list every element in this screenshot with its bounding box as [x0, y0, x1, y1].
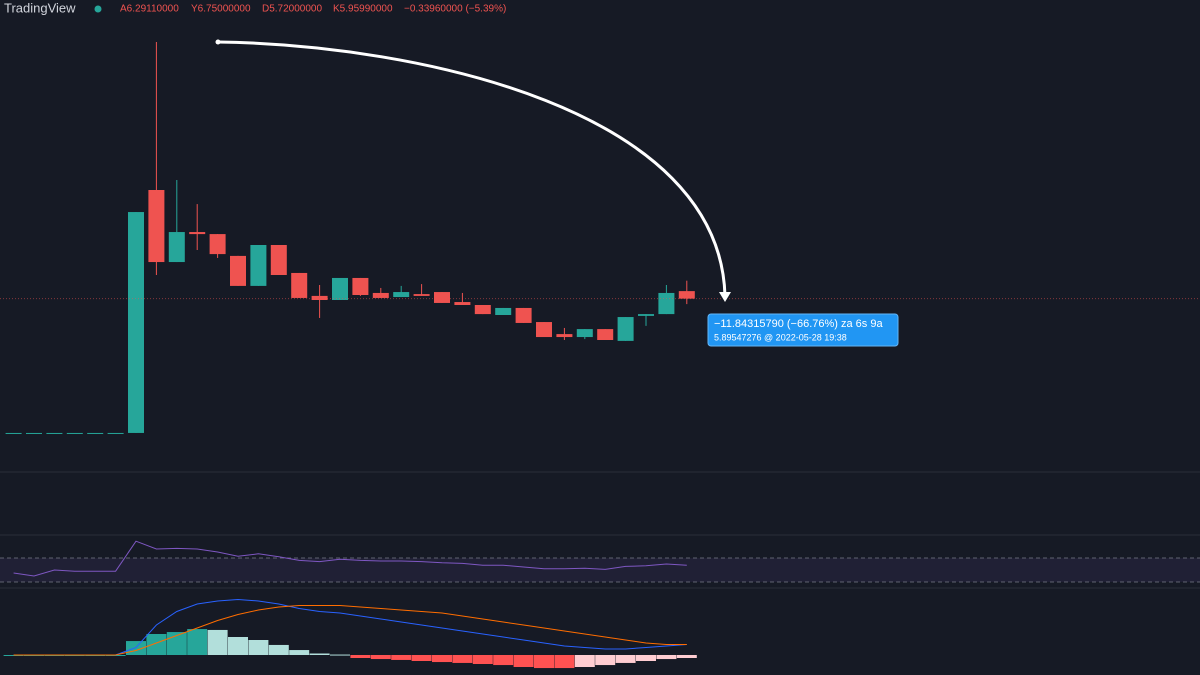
- candle-body: [311, 295, 328, 300]
- macd-histogram-bar: [472, 655, 493, 664]
- candle-body: [658, 292, 675, 315]
- macd-histogram-bar: [309, 653, 330, 655]
- macd-histogram-bar: [411, 655, 432, 661]
- macd-histogram-bar: [350, 655, 371, 658]
- macd-histogram-bar: [248, 640, 269, 655]
- tooltip-line: −11.84315790 (−66.76%) za 6s 9a: [714, 318, 883, 330]
- macd-histogram-bar: [636, 655, 656, 661]
- macd-histogram-bar: [574, 655, 595, 667]
- status-dot: [94, 5, 102, 13]
- candle-body: [515, 307, 532, 323]
- macd-histogram-bar: [289, 650, 310, 655]
- candle-body: [454, 302, 471, 305]
- candle-body: [87, 432, 104, 434]
- candle-body: [270, 245, 287, 275]
- ohlc-open: A6.29110000: [120, 4, 179, 15]
- macd-histogram-bar: [534, 655, 554, 669]
- macd-histogram-bar: [228, 637, 248, 655]
- candle-body: [413, 294, 430, 296]
- candle-body: [230, 255, 246, 286]
- macd-histogram-bar: [207, 629, 228, 655]
- candle-body: [148, 190, 165, 263]
- brand: TradingView: [4, 0, 76, 15]
- ohlc-high: Y6.75000000: [191, 4, 251, 15]
- candle-body: [128, 212, 144, 433]
- macd-histogram-bar: [554, 655, 575, 669]
- macd-histogram-bar: [370, 655, 391, 660]
- macd-histogram-bar: [268, 644, 289, 655]
- candle-body: [474, 305, 491, 315]
- measure-tooltip: [707, 313, 899, 347]
- candle-body: [5, 432, 22, 434]
- macd-histogram-bar: [146, 634, 167, 655]
- candle-body: [46, 432, 63, 434]
- candle-body: [26, 432, 42, 434]
- macd-histogram-bar: [493, 655, 514, 666]
- macd-histogram-bar: [615, 655, 636, 663]
- candle-body: [332, 277, 348, 300]
- candle-body: [638, 314, 654, 316]
- macd-histogram-bar: [676, 655, 697, 658]
- candle-body: [393, 292, 410, 298]
- candle-body: [107, 432, 124, 434]
- candle-body: [678, 291, 695, 299]
- rsi-band: [0, 558, 1200, 582]
- macd-histogram-bar: [513, 655, 534, 667]
- ohlc-change: −0.33960000 (−5.39%): [404, 4, 506, 15]
- ohlc-close: K5.95990000: [333, 4, 393, 15]
- candle-body: [291, 272, 308, 298]
- macd-line: [13, 598, 687, 656]
- candle-body: [576, 329, 593, 338]
- macd-histogram-bar: [595, 655, 616, 666]
- plot: [0, 42, 1200, 669]
- candle-body: [66, 432, 83, 434]
- arrow: [217, 40, 727, 297]
- arrow-head: [719, 292, 731, 302]
- candle-body: [617, 317, 634, 341]
- macd-histogram-bar: [656, 655, 677, 660]
- candle-body: [495, 307, 512, 315]
- macd-histogram-bar: [391, 655, 412, 660]
- ohlc-low: D5.72000000: [262, 4, 322, 15]
- candle-body: [250, 245, 267, 286]
- candle-body: [168, 232, 185, 263]
- macd-histogram-bar: [452, 655, 473, 663]
- macd-histogram-bar: [330, 654, 350, 656]
- candle-body: [352, 277, 369, 295]
- candle-body: [209, 234, 226, 255]
- candle-body: [189, 232, 206, 235]
- candle-body: [536, 322, 552, 338]
- candle-body: [434, 292, 450, 303]
- arrow-start: [215, 39, 221, 45]
- candle-body: [372, 292, 389, 298]
- candle-body: [597, 329, 614, 340]
- rsi-line: [13, 540, 687, 577]
- macd-histogram-bar: [432, 655, 452, 663]
- tooltip-line: 5.89547276 @ 2022-05-28 19:38: [714, 332, 847, 342]
- signal-line: [13, 605, 687, 656]
- candle-body: [556, 334, 573, 338]
- macd-histogram-bar: [187, 629, 208, 655]
